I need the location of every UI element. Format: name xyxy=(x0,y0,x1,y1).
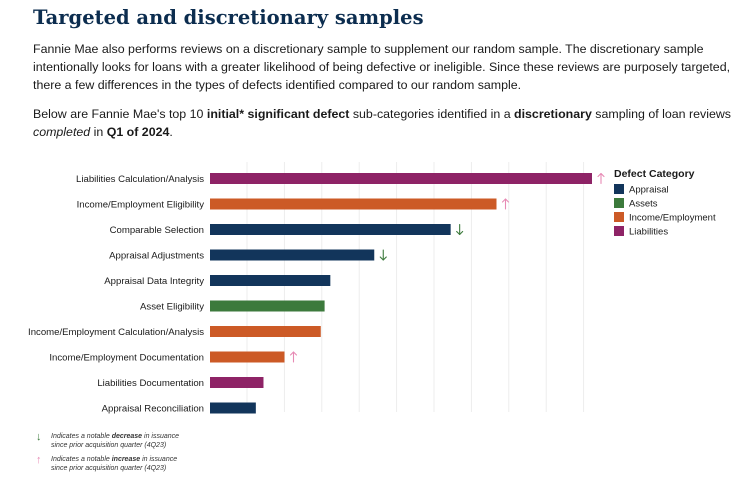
arrow-head xyxy=(379,256,387,261)
lead-paragraph: Below are Fannie Mae's top 10 initial* s… xyxy=(33,105,733,141)
legend-swatch xyxy=(614,184,624,194)
y-tick-label: Appraisal Reconciliation xyxy=(102,404,204,415)
lead-bold-discretionary: discretionary xyxy=(514,107,592,121)
note-increase: ↑ Indicates a notable increase in issuan… xyxy=(36,455,236,473)
y-tick-label: Asset Eligibility xyxy=(140,302,204,313)
note-increase-line2: since prior acquisition quarter (4Q23) xyxy=(51,465,167,472)
chart-bars: Liabilities Calculation/Analysis Income/E… xyxy=(28,172,605,415)
y-tick-label: Liabilities Documentation xyxy=(97,378,204,389)
arrow-head xyxy=(501,198,510,203)
legend-label: Assets xyxy=(629,199,658,210)
trend-up-arrow-icon xyxy=(501,198,510,210)
defect-bar-chart: Liabilities Calculation/Analysis Income/E… xyxy=(28,162,716,415)
bar xyxy=(210,173,592,184)
bar xyxy=(210,249,375,261)
chart-notes: ↓ Indicates a notable decrease in issuan… xyxy=(36,432,236,478)
bar xyxy=(210,275,331,286)
bar xyxy=(210,377,264,388)
lead-bold-initial: initial* significant defect xyxy=(206,107,350,121)
up-arrow-icon: ↑ xyxy=(36,454,42,466)
y-tick-label: Liabilities Calculation/Analysis xyxy=(76,174,204,185)
bar xyxy=(210,198,497,210)
legend-label: Liabilities xyxy=(629,227,668,238)
note-increase-bold: increase xyxy=(111,456,141,463)
down-arrow-icon: ↓ xyxy=(36,431,42,443)
bar xyxy=(210,351,285,363)
legend-swatch xyxy=(614,226,624,236)
note-decrease-bold: decrease xyxy=(111,433,143,440)
page-title: Targeted and discretionary samples xyxy=(33,6,424,29)
bar xyxy=(210,402,256,414)
arrow-head xyxy=(289,351,298,356)
lead-text-1: Below are Fannie Mae's top 10 xyxy=(33,107,207,121)
lead-text-5: . xyxy=(169,125,173,139)
note-decrease-text: Indicates a notable xyxy=(51,433,112,440)
legend-swatch xyxy=(614,212,624,222)
lead-italic-completed: completed xyxy=(33,125,91,139)
lead-bold-quarter: Q1 of 2024 xyxy=(106,125,170,139)
legend-swatch xyxy=(614,198,624,208)
lead-text-2: sub-categories identified in a xyxy=(349,107,515,121)
legend-label: Income/Employment xyxy=(629,213,716,224)
legend-title: Defect Category xyxy=(614,168,695,180)
trend-down-arrow-icon xyxy=(379,249,387,261)
chart-legend: Defect Category Appraisal Assets Income/Emp… xyxy=(614,168,716,238)
y-tick-label: Appraisal Adjustments xyxy=(109,251,204,262)
trend-down-arrow-icon xyxy=(456,223,464,236)
intro-paragraph: Fannie Mae also performs reviews on a di… xyxy=(33,42,731,92)
note-decrease-text2: in issuance xyxy=(142,433,180,440)
trend-up-arrow-icon xyxy=(597,172,605,185)
bar xyxy=(210,224,451,235)
lead-text-3: sampling of loan reviews xyxy=(591,107,731,121)
y-tick-label: Comparable Selection xyxy=(110,225,204,236)
bar xyxy=(210,300,325,312)
bar xyxy=(210,326,321,337)
legend-label: Appraisal xyxy=(629,185,669,196)
trend-up-arrow-icon xyxy=(289,351,298,363)
arrow-head xyxy=(597,172,605,178)
note-decrease: ↓ Indicates a notable decrease in issuan… xyxy=(36,432,236,450)
y-tick-label: Income/Employment Documentation xyxy=(49,353,204,364)
arrow-head xyxy=(456,230,464,236)
y-tick-label: Appraisal Data Integrity xyxy=(104,276,204,287)
note-decrease-line2: since prior acquisition quarter (4Q23) xyxy=(51,442,167,449)
y-tick-label: Income/Employment Calculation/Analysis xyxy=(28,327,204,338)
note-increase-text: Indicates a notable xyxy=(51,456,112,463)
note-increase-text2: in issuance xyxy=(140,456,178,463)
y-tick-label: Income/Employment Eligibility xyxy=(77,200,205,211)
lead-text-4: in xyxy=(90,125,107,139)
